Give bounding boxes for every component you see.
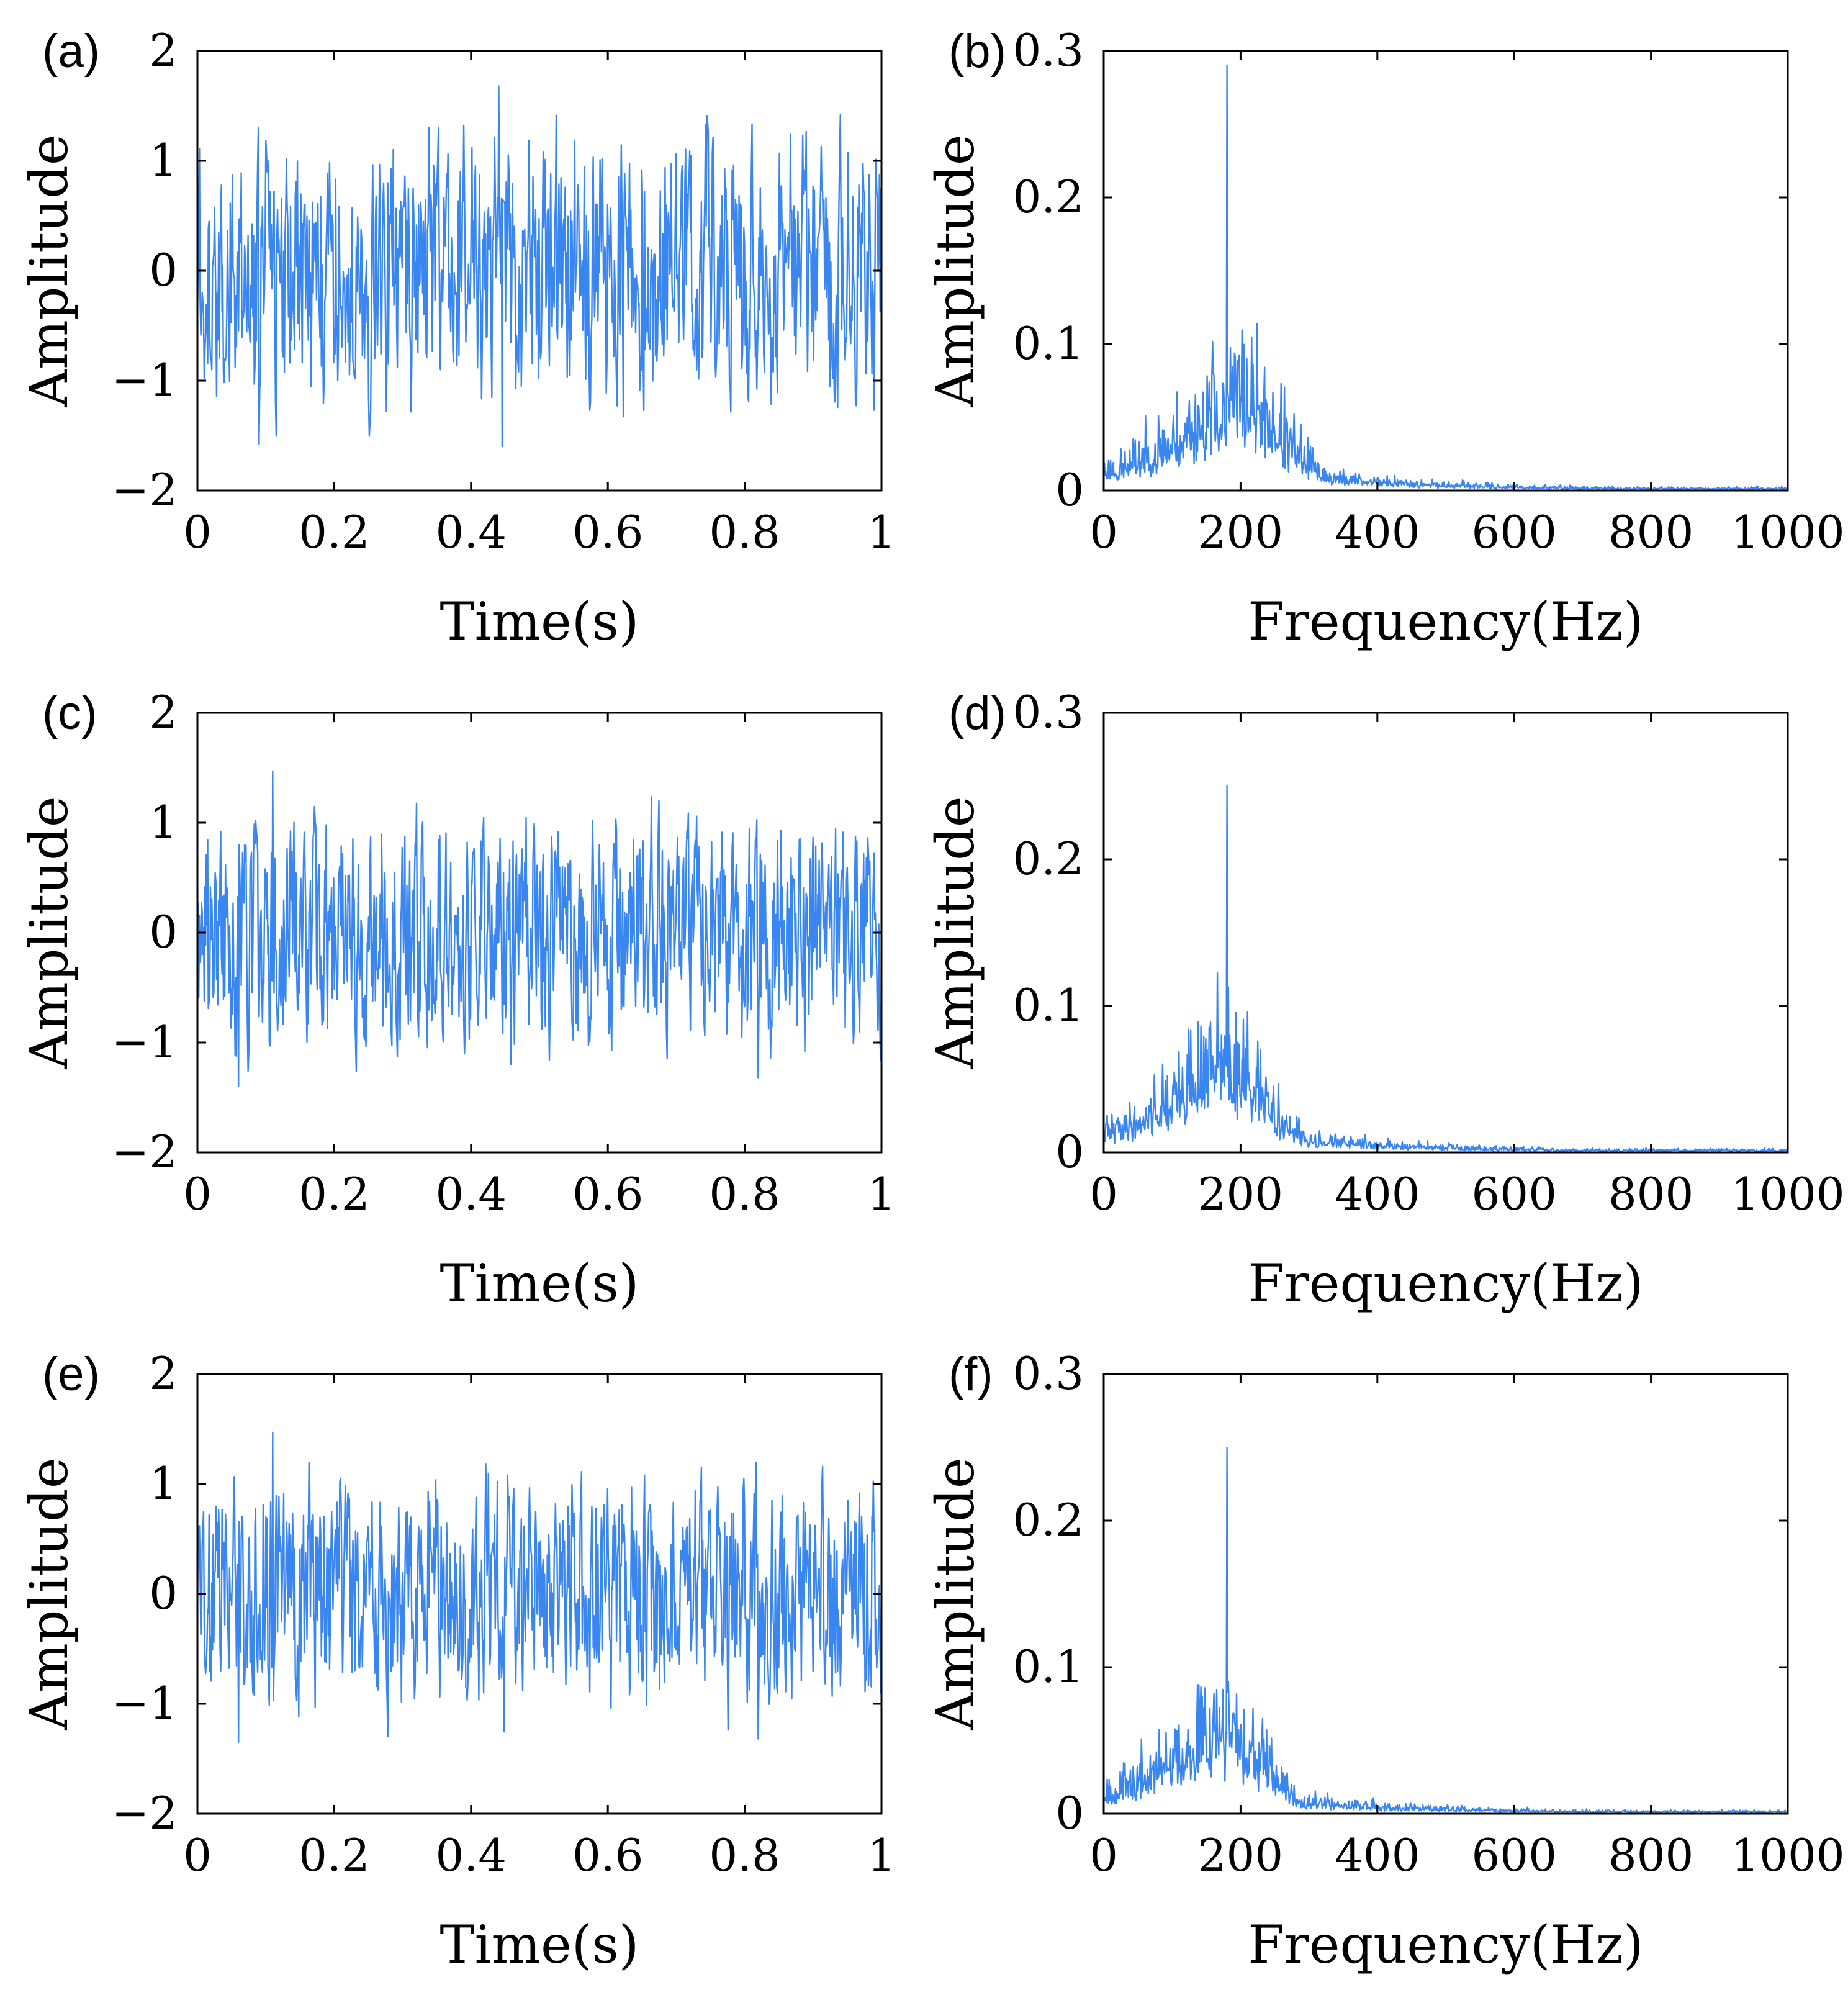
series-line bbox=[1102, 65, 1788, 491]
x-tick-label: 0.8 bbox=[709, 506, 780, 558]
y-tick-label: 0 bbox=[1055, 1787, 1084, 1839]
y-tick-label: −1 bbox=[112, 1677, 178, 1729]
x-tick-label: 0.2 bbox=[299, 1168, 370, 1220]
x-axis-label: Time(s) bbox=[440, 1914, 639, 1975]
x-tick-label: 0.6 bbox=[572, 1829, 644, 1881]
series-line bbox=[196, 770, 883, 1087]
x-tick-label: 1000 bbox=[1731, 506, 1844, 558]
x-tick-label: 0.6 bbox=[572, 1168, 644, 1220]
x-tick-label: 0 bbox=[1089, 1168, 1118, 1220]
y-axis-label: Amplitude bbox=[925, 1457, 986, 1730]
y-tick-label: 0.2 bbox=[1012, 171, 1084, 223]
x-tick-label: 0.6 bbox=[572, 506, 644, 558]
panel-label: (a) bbox=[42, 25, 100, 78]
y-tick-label: −2 bbox=[112, 464, 178, 516]
x-axis-label: Time(s) bbox=[440, 1253, 639, 1314]
y-tick-label: 2 bbox=[149, 1347, 178, 1400]
panel-f: 0 200 400 600 800 1000 0 0.1 0.2 0.3 Frequency(Hz)… bbox=[925, 1347, 1845, 1975]
y-tick-label: 0 bbox=[1055, 464, 1084, 516]
x-tick-label: 800 bbox=[1608, 1829, 1693, 1881]
panel-label: (d) bbox=[949, 687, 1006, 740]
series-line bbox=[196, 85, 883, 448]
panel-label: (f) bbox=[949, 1348, 993, 1401]
series-line bbox=[1102, 1446, 1788, 1814]
x-tick-label: 400 bbox=[1335, 506, 1420, 558]
y-tick-label: 1 bbox=[149, 796, 178, 848]
y-axis-label: Amplitude bbox=[19, 1457, 79, 1730]
x-tick-label: 0.2 bbox=[299, 1829, 370, 1881]
y-tick-label: 0.3 bbox=[1012, 24, 1084, 76]
x-tick-label: 0.4 bbox=[436, 1829, 507, 1881]
panel-label: (b) bbox=[949, 25, 1006, 78]
panel-d: 0 200 400 600 800 1000 0 0.1 0.2 0.3 Frequency(Hz)… bbox=[925, 686, 1845, 1314]
x-tick-label: 600 bbox=[1471, 506, 1556, 558]
x-tick-label: 800 bbox=[1608, 506, 1693, 558]
y-tick-label: 0 bbox=[149, 906, 178, 958]
axes-frame bbox=[1102, 50, 1789, 492]
y-tick-label: 0 bbox=[149, 1567, 178, 1619]
y-tick-label: −2 bbox=[112, 1126, 178, 1178]
x-tick-label: 1 bbox=[867, 1829, 896, 1881]
panel-e: 0 0.2 0.4 0.6 0.8 1 −2 −1 0 1 2 Time(s) Amplitude (e) bbox=[19, 1347, 896, 1975]
x-axis-label: Frequency(Hz) bbox=[1248, 1914, 1643, 1975]
axes-frame bbox=[1102, 1373, 1789, 1815]
axes-frame bbox=[1102, 712, 1789, 1154]
series-line bbox=[1102, 785, 1788, 1152]
y-tick-label: 0.1 bbox=[1012, 1640, 1084, 1693]
y-tick-label: −1 bbox=[112, 1016, 178, 1068]
panel-label: (c) bbox=[42, 687, 97, 740]
y-tick-label: 2 bbox=[149, 24, 178, 76]
x-tick-label: 1000 bbox=[1731, 1829, 1844, 1881]
x-tick-label: 0 bbox=[1089, 506, 1118, 558]
y-tick-label: 0.3 bbox=[1012, 686, 1084, 738]
x-tick-label: 0.4 bbox=[436, 506, 507, 558]
panel-b: 0 200 400 600 800 1000 0 0.1 0.2 0.3 Frequency(Hz)… bbox=[925, 24, 1845, 652]
x-tick-label: 0.2 bbox=[299, 506, 370, 558]
y-tick-label: 0.2 bbox=[1012, 833, 1084, 885]
panel-a: 0 0.2 0.4 0.6 0.8 1 −2 −1 0 1 2 Time(s) Amplitude (a) bbox=[19, 24, 896, 652]
x-axis-label: Frequency(Hz) bbox=[1248, 591, 1643, 652]
y-axis-label: Amplitude bbox=[19, 796, 79, 1069]
x-tick-label: 0 bbox=[1089, 1829, 1118, 1881]
y-tick-label: 2 bbox=[149, 686, 178, 738]
x-tick-label: 600 bbox=[1471, 1829, 1556, 1881]
x-tick-label: 800 bbox=[1608, 1168, 1693, 1220]
y-tick-label: 1 bbox=[149, 1457, 178, 1509]
y-tick-label: 0.1 bbox=[1012, 317, 1084, 369]
x-tick-label: 400 bbox=[1335, 1168, 1420, 1220]
y-tick-label: −1 bbox=[112, 354, 178, 406]
x-tick-label: 0.8 bbox=[709, 1168, 780, 1220]
x-axis-label: Frequency(Hz) bbox=[1248, 1253, 1643, 1314]
series-line bbox=[196, 1431, 883, 1744]
y-tick-label: 0.3 bbox=[1012, 1347, 1084, 1400]
x-tick-label: 200 bbox=[1198, 1168, 1283, 1220]
x-tick-label: 0.4 bbox=[436, 1168, 507, 1220]
y-tick-label: 0.2 bbox=[1012, 1494, 1084, 1546]
panel-label: (e) bbox=[42, 1348, 100, 1401]
x-tick-label: 0 bbox=[183, 1168, 212, 1220]
x-tick-label: 200 bbox=[1198, 506, 1283, 558]
panel-c: 0 0.2 0.4 0.6 0.8 1 −2 −1 0 1 2 Time(s) Amplitude (c) bbox=[19, 686, 896, 1314]
y-axis-label: Amplitude bbox=[925, 796, 986, 1069]
y-tick-label: 1 bbox=[149, 134, 178, 186]
y-tick-label: 0 bbox=[149, 244, 178, 296]
y-axis-label: Amplitude bbox=[925, 134, 986, 407]
y-tick-label: 0.1 bbox=[1012, 979, 1084, 1031]
y-axis-label: Amplitude bbox=[19, 134, 79, 407]
x-tick-label: 1 bbox=[867, 1168, 896, 1220]
x-tick-label: 0.8 bbox=[709, 1829, 780, 1881]
x-tick-label: 200 bbox=[1198, 1829, 1283, 1881]
y-tick-label: −2 bbox=[112, 1787, 178, 1839]
x-tick-label: 0 bbox=[183, 1829, 212, 1881]
x-tick-label: 600 bbox=[1471, 1168, 1556, 1220]
x-tick-label: 400 bbox=[1335, 1829, 1420, 1881]
x-tick-label: 0 bbox=[183, 506, 212, 558]
x-tick-label: 1 bbox=[867, 506, 896, 558]
x-tick-label: 1000 bbox=[1731, 1168, 1844, 1220]
y-tick-label: 0 bbox=[1055, 1126, 1084, 1178]
x-axis-label: Time(s) bbox=[440, 591, 639, 652]
